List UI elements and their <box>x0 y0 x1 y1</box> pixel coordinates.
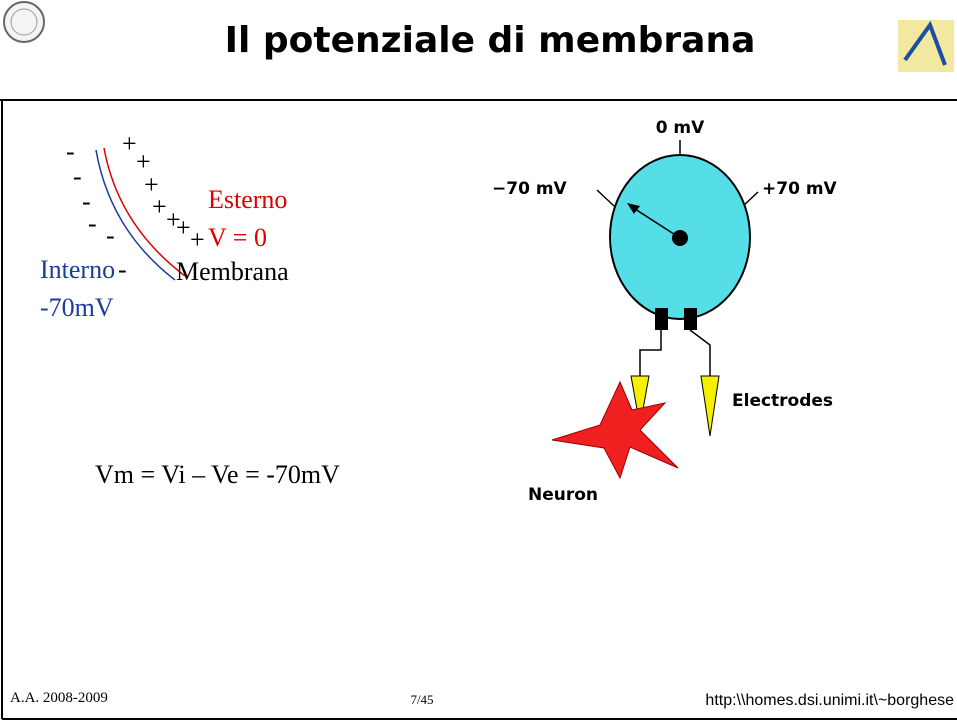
plus: + <box>190 225 205 254</box>
meter-connector <box>684 308 697 330</box>
minus: - <box>73 162 82 191</box>
wire <box>639 330 662 378</box>
plus: + <box>136 147 151 176</box>
plus: + <box>122 129 137 158</box>
neuron-label: Neuron <box>528 485 598 505</box>
minus: - <box>88 209 97 238</box>
meter-positive-label: +70 mV <box>762 179 838 199</box>
university-logo-inner <box>10 8 38 36</box>
electrode <box>700 375 720 437</box>
plus: + <box>152 192 167 221</box>
wire <box>689 329 711 378</box>
footer-url: http:\\homes.dsi.unimi.it\~borghese <box>705 692 954 709</box>
footer-page: 7/45 <box>410 692 433 707</box>
inside-value: -70mV <box>40 293 114 322</box>
minus: - <box>82 187 91 216</box>
university-logo <box>3 1 45 43</box>
plus: + <box>166 205 181 234</box>
meter-needle <box>631 206 681 239</box>
meter-tick <box>596 189 615 207</box>
neuron <box>551 380 679 480</box>
lab-logo-mark <box>903 20 947 66</box>
membrane-outer-line <box>103 147 186 277</box>
minus-signs: - - - - - <box>66 137 115 250</box>
inside-label: Interno <box>40 255 115 284</box>
minus: - <box>118 255 127 284</box>
outside-label: Esterno <box>208 185 287 214</box>
meter-negative-label: −70 mV <box>492 179 568 199</box>
plus-signs: + + + + + + + <box>122 129 205 254</box>
membrane-inner-line <box>95 149 176 281</box>
meter-zero-label: 0 mV <box>656 118 705 138</box>
minus: - <box>66 137 75 166</box>
meter-pivot <box>672 230 688 246</box>
footer-year: A.A. 2008-2009 <box>10 690 108 706</box>
minus: - <box>106 221 115 250</box>
membrane-label: Membrana <box>176 257 289 286</box>
outside-value: V = 0 <box>208 223 267 252</box>
meter-needle-head <box>627 203 640 214</box>
equation: Vm = Vi – Ve = -70mV <box>95 460 340 489</box>
electrode <box>630 375 650 427</box>
plus: + <box>144 170 159 199</box>
slide-title: Il potenziale di membrana <box>225 20 756 61</box>
meter-connector <box>655 308 668 330</box>
plus: + <box>176 213 191 242</box>
electrodes-label: Electrodes <box>732 391 833 411</box>
